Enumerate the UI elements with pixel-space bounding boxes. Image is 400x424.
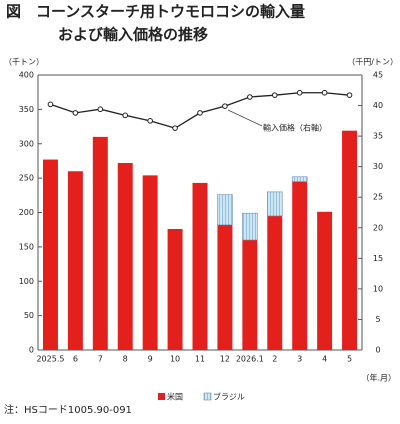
y-tick-label: 400 — [19, 71, 34, 80]
x-tick-label: 2025.5 — [36, 355, 64, 364]
bar — [217, 194, 233, 226]
y-tick-label: 150 — [19, 242, 34, 251]
bar — [242, 240, 258, 350]
y2-tick-label: 40 — [373, 101, 383, 110]
line-point — [197, 110, 203, 116]
y2-tick-label: 10 — [373, 284, 383, 293]
legend-label: ブラジル — [213, 392, 245, 402]
line-point — [97, 106, 104, 113]
bar — [92, 136, 108, 350]
y-tick-label: 250 — [19, 174, 34, 183]
legend-swatch — [158, 393, 165, 400]
line-point — [122, 112, 129, 119]
y2-tick-label: 30 — [373, 162, 383, 171]
x-axis-label: （年.月） — [361, 373, 396, 383]
line-point — [172, 125, 178, 131]
bar — [67, 171, 83, 350]
x-tick-label: 10 — [170, 355, 180, 364]
bar — [142, 175, 158, 350]
y2-tick-label: 45 — [373, 71, 383, 80]
x-tick-label: 3 — [297, 355, 302, 364]
bar — [192, 182, 208, 350]
bar — [242, 212, 258, 241]
x-tick-label: 7 — [98, 355, 103, 364]
y-axis-label: （千トン） — [4, 57, 44, 67]
bar — [42, 159, 58, 350]
x-tick-label: 8 — [123, 355, 128, 364]
bar — [266, 191, 283, 217]
x-tick-label: 9 — [148, 355, 153, 364]
line-point — [271, 92, 278, 98]
bar — [291, 176, 308, 182]
bar — [167, 229, 183, 350]
x-tick-label: 2 — [272, 355, 277, 364]
bar — [217, 224, 233, 350]
annotation-leader — [227, 109, 263, 127]
note: 注：HSコード1005.90-091 — [4, 403, 132, 416]
x-tick-label: 4 — [322, 355, 327, 364]
y-tick-label: 0 — [29, 346, 34, 355]
annotation: 輸入価格（右軸） — [263, 123, 327, 133]
bar — [267, 215, 283, 350]
y2-tick-label: 20 — [373, 223, 383, 232]
x-tick-label: 6 — [73, 355, 78, 364]
bar — [117, 163, 133, 350]
y-tick-label: 350 — [19, 105, 34, 114]
y-tick-label: 300 — [19, 139, 34, 148]
legend-swatch — [203, 392, 212, 401]
legend-label: 米国 — [167, 392, 183, 402]
x-tick-label: 11 — [195, 355, 205, 364]
line-point — [247, 94, 253, 100]
bar — [342, 130, 358, 350]
line-point — [346, 92, 353, 98]
y-tick-label: 200 — [19, 208, 34, 217]
chart-subtitle: および輸入価格の推移 — [58, 26, 208, 44]
y2-tick-label: 5 — [375, 315, 380, 324]
line-point — [222, 103, 228, 109]
y2-tick-label: 15 — [373, 254, 383, 263]
x-tick-label: 2026.1 — [236, 355, 264, 364]
y2-tick-label: 25 — [373, 193, 383, 202]
y-tick-label: 50 — [24, 311, 34, 320]
line-point — [72, 110, 79, 116]
line-point — [321, 89, 328, 96]
x-tick-label: 5 — [347, 355, 352, 364]
y2-axis-label: （千円/トン） — [347, 57, 398, 67]
line-point — [47, 101, 54, 108]
bar — [317, 211, 333, 350]
x-tick-label: 12 — [220, 355, 230, 364]
y2-tick-label: 35 — [373, 132, 383, 141]
bar — [292, 181, 308, 350]
line-point — [147, 118, 153, 124]
y-tick-label: 100 — [19, 277, 34, 286]
y2-tick-label: 0 — [375, 346, 380, 355]
chart-title: 図 コーンスターチ用トウモロコシの輸入量 — [6, 3, 305, 21]
line-point — [296, 89, 303, 96]
